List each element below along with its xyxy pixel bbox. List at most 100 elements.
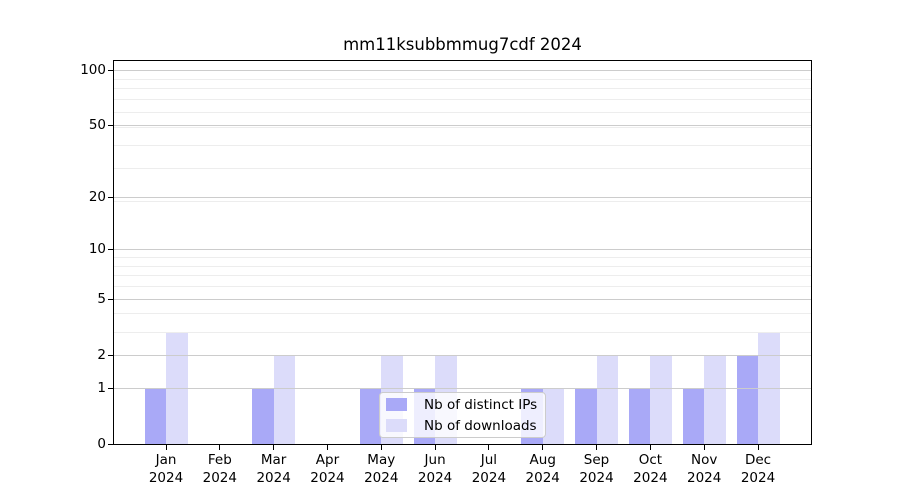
minor-gridline	[113, 275, 812, 277]
x-tick-month: Mar	[260, 452, 287, 468]
major-gridline	[113, 196, 812, 198]
x-tick	[380, 445, 382, 450]
x-tick-month: Jan	[155, 452, 177, 468]
x-tick	[165, 445, 167, 450]
x-tick-year: 2024	[471, 469, 507, 486]
major-gridline	[113, 249, 812, 251]
x-tick	[649, 445, 651, 450]
legend-item-distinct-ips: Nb of distinct IPs	[386, 396, 545, 413]
minor-gridline	[113, 200, 812, 202]
bar-distinct-ips	[575, 388, 597, 444]
y-tick-label: 2	[97, 346, 106, 363]
chart-title: mm11ksubbmmug7cdf 2024	[343, 35, 582, 54]
y-tick	[108, 354, 113, 356]
x-tick-month: Sep	[583, 452, 610, 468]
y-tick-label: 0	[97, 436, 106, 452]
y-tick-label: 100	[80, 61, 106, 78]
bar-distinct-ips	[144, 388, 166, 444]
x-tick-year: 2024	[740, 469, 776, 486]
x-tick-month: Aug	[529, 452, 556, 468]
x-tick	[326, 445, 328, 450]
x-tick-label: Aug 2024	[513, 452, 573, 487]
minor-gridline	[113, 168, 812, 169]
minor-gridline	[113, 257, 812, 259]
x-tick-label: Nov 2024	[674, 452, 734, 487]
y-tick	[108, 249, 113, 251]
minor-gridline	[113, 70, 812, 72]
y-tick-label: 5	[97, 290, 106, 307]
bar-distinct-ips	[736, 355, 758, 444]
x-tick-label: Dec 2024	[728, 452, 788, 487]
bar-distinct-ips	[628, 388, 651, 444]
x-tick-label: Jun 2024	[405, 452, 465, 487]
legend-item-downloads: Nb of downloads	[386, 417, 545, 434]
legend-label-downloads: Nb of downloads	[424, 417, 537, 434]
major-gridline	[113, 298, 812, 300]
x-tick	[542, 445, 544, 450]
x-tick	[596, 445, 598, 450]
bar-downloads	[273, 355, 296, 444]
y-tick	[108, 298, 113, 300]
x-tick-label: Mar 2024	[244, 452, 304, 487]
bar-downloads	[704, 355, 726, 444]
x-tick	[488, 445, 490, 450]
bar-downloads	[542, 388, 565, 444]
x-tick-month: Oct	[638, 452, 663, 468]
minor-gridline	[113, 144, 812, 146]
x-tick	[757, 445, 759, 450]
x-tick-label: May 2024	[351, 452, 411, 487]
minor-gridline	[113, 88, 812, 90]
x-tick-label: Jul 2024	[459, 452, 519, 487]
minor-gridline	[113, 313, 812, 315]
bar-distinct-ips	[682, 388, 705, 444]
x-tick-month: Jul	[480, 452, 498, 468]
y-tick	[108, 69, 113, 71]
y-tick	[108, 387, 113, 389]
x-tick-month: Jun	[424, 452, 446, 468]
bar-downloads	[596, 355, 619, 444]
y-tick-label: 20	[88, 188, 106, 205]
x-tick-year: 2024	[202, 469, 237, 486]
x-tick-month: Apr	[315, 452, 340, 468]
x-tick-year: 2024	[686, 469, 722, 486]
x-tick	[434, 445, 436, 450]
bar-distinct-ips	[359, 388, 382, 444]
minor-gridline	[113, 126, 812, 128]
x-tick-month: Nov	[690, 452, 718, 468]
x-tick-year: 2024	[417, 469, 453, 486]
x-tick-year: 2024	[525, 469, 560, 486]
y-tick	[108, 444, 113, 445]
bar-downloads	[650, 355, 672, 444]
bar-distinct-ips	[252, 388, 274, 444]
x-tick-year: 2024	[633, 469, 668, 486]
y-tick	[108, 124, 113, 126]
x-tick	[219, 445, 221, 450]
legend-label-distinct-ips: Nb of distinct IPs	[424, 396, 538, 413]
x-tick-label: Apr 2024	[297, 452, 357, 487]
minor-gridline	[113, 99, 812, 101]
y-tick	[108, 196, 113, 198]
x-tick-month: Feb	[207, 452, 232, 468]
major-gridline	[113, 387, 812, 389]
x-tick-year: 2024	[364, 469, 399, 486]
minor-gridline	[113, 286, 812, 288]
minor-gridline	[113, 331, 812, 333]
x-tick	[273, 445, 275, 450]
x-tick	[703, 445, 705, 450]
x-tick-month: Dec	[744, 452, 772, 468]
x-tick-label: Sep 2024	[567, 452, 627, 487]
x-tick-label: Feb 2024	[190, 452, 250, 487]
minor-gridline	[113, 265, 812, 267]
x-tick-label: Jan 2024	[136, 452, 196, 487]
x-tick-year: 2024	[310, 469, 345, 486]
major-gridline	[113, 69, 812, 71]
x-tick-month: May	[367, 452, 396, 468]
x-tick-year: 2024	[256, 469, 291, 486]
legend-swatch-downloads-icon	[386, 419, 407, 432]
x-tick-year: 2024	[579, 469, 614, 486]
legend-swatch-distinct-ips-icon	[386, 398, 407, 411]
minor-gridline	[113, 78, 812, 80]
x-tick-year: 2024	[148, 469, 184, 486]
legend: Nb of distinct IPs Nb of downloads	[379, 392, 546, 438]
major-gridline	[113, 124, 812, 126]
